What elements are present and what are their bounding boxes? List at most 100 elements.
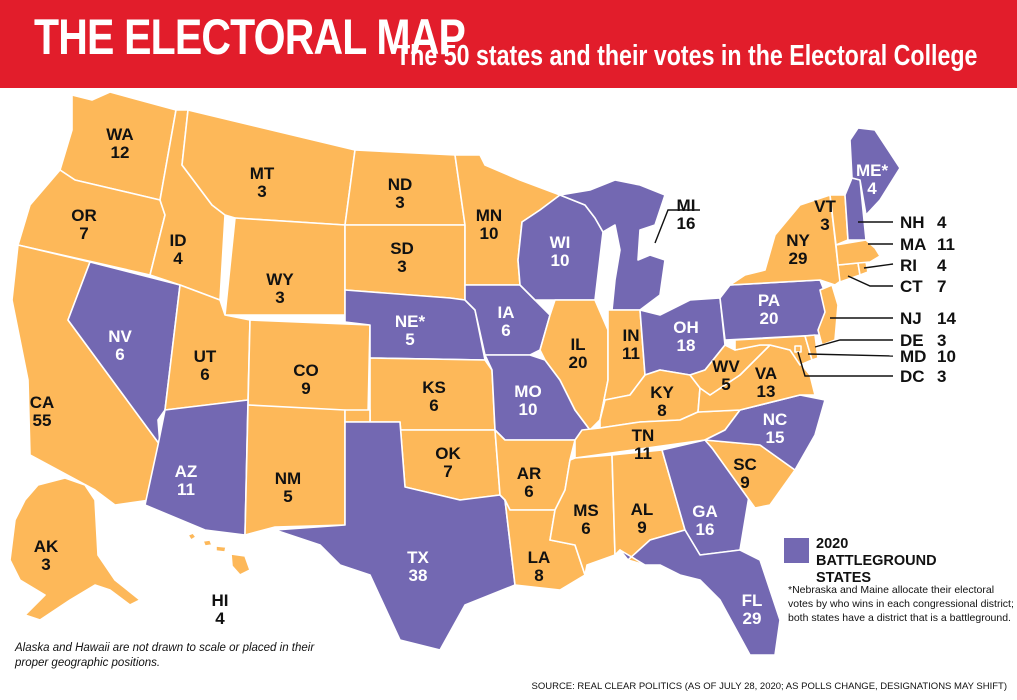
- state-dc[interactable]: [794, 345, 802, 353]
- state-label-nd-votes: 3: [395, 193, 404, 212]
- leader-line-mi: [654, 209, 700, 244]
- state-label-fl-abbr: FL: [742, 591, 763, 610]
- state-ms[interactable]: [549, 454, 616, 576]
- state-label-ri-abbr: RI: [900, 256, 917, 275]
- state-label-oh-votes: 18: [677, 336, 696, 355]
- state-label-fl-votes: 29: [743, 609, 762, 628]
- state-label-il-abbr: IL: [570, 335, 585, 354]
- state-label-nj-abbr: NJ: [900, 309, 922, 328]
- state-label-nv-abbr: NV: [108, 327, 132, 346]
- state-label-ma-abbr: MA: [900, 235, 926, 254]
- page-subtitle: The 50 states and their votes in the Ele…: [396, 40, 978, 72]
- state-label-nm-votes: 5: [283, 487, 292, 506]
- state-label-ne-abbr: NE*: [395, 312, 426, 331]
- state-ct[interactable]: [837, 262, 861, 283]
- state-wy[interactable]: [224, 217, 346, 316]
- state-label-sd-votes: 3: [397, 257, 406, 276]
- state-label-ar-abbr: AR: [517, 464, 542, 483]
- state-label-ok-abbr: OK: [435, 444, 461, 463]
- state-tx[interactable]: [274, 421, 516, 651]
- state-hi-island-3[interactable]: [215, 545, 227, 553]
- state-label-hi-votes: 4: [215, 609, 225, 628]
- state-label-ok-votes: 7: [443, 462, 452, 481]
- state-label-ia-abbr: IA: [498, 303, 515, 322]
- state-label-me-votes: 4: [867, 179, 877, 198]
- state-label-nv-votes: 6: [115, 345, 124, 364]
- state-ma[interactable]: [835, 239, 881, 266]
- state-label-co-votes: 9: [301, 379, 310, 398]
- state-label-pa-abbr: PA: [758, 291, 780, 310]
- state-label-mi-abbr: MI: [677, 196, 696, 215]
- leader-line-de: [814, 339, 893, 348]
- scale-note: Alaska and Hawaii are not drawn to scale…: [15, 642, 315, 669]
- state-label-in-votes: 11: [622, 344, 640, 363]
- leader-line-ri: [863, 263, 894, 269]
- state-label-ca-votes: 55: [33, 411, 52, 430]
- state-label-nh-abbr: NH: [900, 213, 925, 232]
- state-label-oh-abbr: OH: [673, 318, 699, 337]
- state-label-ak-abbr: AK: [34, 537, 59, 556]
- state-label-sd-abbr: SD: [390, 239, 414, 258]
- legend-label: 2020 BATTLEGROUND STATES: [816, 536, 937, 586]
- state-label-de-abbr: DE: [900, 331, 924, 350]
- state-me[interactable]: [849, 127, 901, 216]
- state-label-wv-abbr: WV: [712, 357, 740, 376]
- state-label-wv-votes: 5: [721, 375, 730, 394]
- state-label-ny-abbr: NY: [786, 231, 810, 250]
- state-label-or-votes: 7: [79, 224, 88, 243]
- state-label-ga-votes: 16: [696, 520, 715, 539]
- state-labels: WA 12 OR 7 CA 55 NV 6 ID 4 MT 3 WY 3 UT …: [30, 125, 957, 628]
- state-nh[interactable]: [844, 177, 867, 241]
- state-label-dc-votes: 3: [937, 367, 946, 386]
- state-label-al-votes: 9: [637, 518, 646, 537]
- state-il[interactable]: [539, 299, 609, 431]
- legend-swatch-battleground: [784, 538, 809, 563]
- state-label-tx-abbr: TX: [407, 548, 429, 567]
- state-hi-island-2[interactable]: [202, 539, 213, 547]
- state-label-md-abbr: MD: [900, 347, 926, 366]
- state-label-ky-abbr: KY: [650, 383, 674, 402]
- state-fl[interactable]: [619, 529, 781, 656]
- state-label-hi-abbr: HI: [212, 591, 229, 610]
- state-label-mo-votes: 10: [519, 400, 538, 419]
- state-label-al-abbr: AL: [631, 500, 654, 519]
- state-wi[interactable]: [517, 194, 604, 301]
- state-hi-island-4[interactable]: [230, 553, 251, 576]
- state-label-dc-abbr: DC: [900, 367, 925, 386]
- state-label-wa-abbr: WA: [106, 125, 133, 144]
- state-label-wi-votes: 10: [551, 251, 570, 270]
- state-label-ia-votes: 6: [501, 321, 510, 340]
- state-label-nd-abbr: ND: [388, 175, 413, 194]
- state-label-me-abbr: ME*: [856, 161, 889, 180]
- state-label-md-votes: 10: [937, 347, 956, 366]
- state-nc[interactable]: [704, 394, 826, 471]
- state-label-sc-votes: 9: [740, 473, 749, 492]
- state-label-or-abbr: OR: [71, 206, 97, 225]
- state-hi[interactable]: [187, 532, 197, 541]
- page-title: THE ELECTORAL MAP: [34, 9, 466, 65]
- state-label-vt-votes: 3: [820, 215, 829, 234]
- state-label-mi-votes: 16: [677, 214, 696, 233]
- state-label-ne-votes: 5: [405, 330, 414, 349]
- state-label-la-abbr: LA: [528, 548, 551, 567]
- state-label-la-votes: 8: [534, 566, 543, 585]
- state-az[interactable]: [144, 399, 249, 536]
- state-label-ut-abbr: UT: [194, 347, 217, 366]
- state-label-mt-votes: 3: [257, 182, 266, 201]
- state-ak[interactable]: [9, 477, 141, 621]
- leader-line-ct: [847, 275, 893, 287]
- state-mi[interactable]: [559, 179, 666, 311]
- state-label-mo-abbr: MO: [514, 382, 541, 401]
- state-label-va-votes: 13: [757, 382, 776, 401]
- state-label-de-votes: 3: [937, 331, 946, 350]
- state-label-wi-abbr: WI: [550, 233, 571, 252]
- state-label-ky-votes: 8: [657, 401, 666, 420]
- state-label-ut-votes: 6: [200, 365, 209, 384]
- state-label-tx-votes: 38: [409, 566, 428, 585]
- state-ri[interactable]: [857, 261, 869, 276]
- state-label-nm-abbr: NM: [275, 469, 301, 488]
- state-nm[interactable]: [244, 404, 346, 536]
- header-banner: THE ELECTORAL MAP The 50 states and thei…: [0, 0, 1017, 88]
- state-label-ga-abbr: GA: [692, 502, 718, 521]
